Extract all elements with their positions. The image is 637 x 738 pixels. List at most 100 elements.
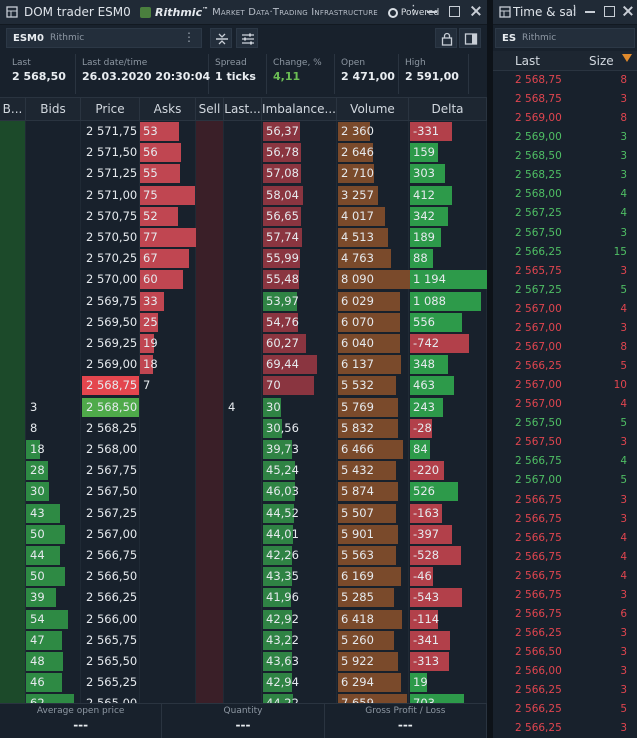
column-header-last[interactable]: Last... — [224, 98, 262, 120]
trade-row[interactable]: 2 567,50 3 — [493, 224, 637, 243]
bid-size[interactable]: 54 — [30, 611, 45, 626]
trade-row[interactable]: 2 566,25 3 — [493, 719, 637, 738]
trade-row[interactable]: 2 566,75 3 — [493, 510, 637, 529]
column-header-b[interactable]: B... — [0, 98, 26, 120]
ladder-row[interactable]: 50 2 566,50 43,35 6 169 -46 — [0, 566, 487, 587]
ts-close-icon[interactable] — [621, 4, 635, 18]
ladder-row[interactable]: 48 2 565,50 43,63 5 922 -313 — [0, 651, 487, 672]
price-level[interactable]: 2 570,00 — [86, 272, 138, 287]
ts-more-menu-icon[interactable] — [564, 3, 581, 18]
bid-size[interactable]: 48 — [30, 654, 45, 668]
price-level[interactable]: 2 565,25 — [86, 675, 138, 690]
trade-row[interactable]: 2 566,00 3 — [493, 662, 637, 681]
center-price-button[interactable] — [210, 28, 232, 48]
column-header-price[interactable]: Price — [81, 98, 140, 120]
column-header-bids[interactable]: Bids — [26, 98, 81, 120]
price-level[interactable]: 2 566,50 — [86, 569, 138, 584]
minimize-icon[interactable] — [425, 4, 439, 18]
ask-size[interactable]: 19 — [143, 336, 158, 350]
trade-row[interactable]: 2 566,25 5 — [493, 700, 637, 719]
ts-symbol-selector[interactable]: ES Rithmic — [495, 28, 635, 48]
ladder-row[interactable]: 2 569,50 25 54,76 6 070 556 — [0, 312, 487, 333]
ladder-row[interactable]: 28 2 567,75 45,24 5 432 -220 — [0, 460, 487, 481]
trade-row[interactable]: 2 567,00 5 — [493, 471, 637, 490]
price-level[interactable]: 2 571,50 — [86, 145, 138, 160]
trade-row[interactable]: 2 566,50 3 — [493, 643, 637, 662]
ask-size[interactable]: 67 — [143, 251, 158, 266]
price-level[interactable]: 2 566,00 — [86, 611, 138, 626]
bid-size[interactable]: 30 — [30, 484, 45, 499]
ask-size[interactable]: 56 — [143, 145, 158, 160]
bid-size[interactable]: 43 — [30, 505, 45, 520]
price-level[interactable]: 2 567,00 — [86, 526, 138, 541]
bid-size[interactable]: 44 — [30, 548, 45, 562]
filter-icon[interactable] — [622, 54, 632, 62]
trade-row[interactable]: 2 566,75 4 — [493, 452, 637, 471]
ts-header-last[interactable]: Last — [515, 54, 540, 68]
ladder-row[interactable]: 50 2 567,00 44,01 5 901 -397 — [0, 524, 487, 545]
dom-titlebar[interactable]: DOM trader ESM0 Rithmic™ Market Data·Tra… — [0, 0, 487, 25]
ts-trades-list[interactable]: 2 568,75 8 2 568,75 3 2 569,00 8 2 569,00 3 2 56… — [493, 71, 637, 738]
trade-row[interactable]: 2 567,25 5 — [493, 281, 637, 300]
ask-size[interactable]: 55 — [143, 166, 158, 181]
ladder-row[interactable]: 46 2 565,25 42,94 6 294 19 — [0, 672, 487, 693]
trade-row[interactable]: 2 566,75 6 — [493, 605, 637, 624]
settings-columns-button[interactable] — [236, 28, 258, 48]
bid-size[interactable]: 28 — [30, 463, 45, 478]
ask-size[interactable]: 77 — [143, 230, 158, 244]
ask-size[interactable]: 52 — [143, 208, 158, 223]
trade-row[interactable]: 2 566,75 4 — [493, 529, 637, 548]
trade-row[interactable]: 2 566,75 3 — [493, 491, 637, 510]
ladder-row[interactable]: 2 569,25 19 60,27 6 040 -742 — [0, 333, 487, 354]
price-level[interactable]: 2 569,00 — [86, 357, 138, 372]
price-level[interactable]: 2 570,25 — [86, 251, 138, 266]
ladder-row[interactable]: 18 2 568,00 39,73 6 466 84 — [0, 439, 487, 460]
symbol-selector[interactable]: ESM0 Rithmic ⋮ — [6, 28, 202, 48]
bid-size[interactable]: 18 — [30, 442, 45, 456]
ladder-row[interactable]: 8 2 568,25 30,56 5 832 -28 — [0, 418, 487, 439]
trade-row[interactable]: 2 566,75 4 — [493, 548, 637, 567]
ladder-row[interactable]: 2 571,75 53 56,37 2 360 -331 — [0, 121, 487, 142]
ladder-row[interactable]: 43 2 567,25 44,52 5 507 -163 — [0, 503, 487, 524]
column-header-imb[interactable]: Imbalance... — [262, 98, 337, 120]
ladder-row[interactable]: 2 569,00 18 69,44 6 137 348 — [0, 354, 487, 375]
price-level[interactable]: 2 568,50 — [86, 399, 138, 414]
price-level[interactable]: 2 567,25 — [86, 505, 138, 520]
ts-maximize-icon[interactable] — [602, 4, 616, 18]
column-header-vol[interactable]: Volume — [337, 98, 409, 120]
price-level[interactable]: 2 571,25 — [86, 166, 138, 181]
trade-row[interactable]: 2 567,50 5 — [493, 414, 637, 433]
ladder-row[interactable]: 2 571,25 55 57,08 2 710 303 — [0, 163, 487, 184]
column-header-delta[interactable]: Delta — [409, 98, 487, 120]
ts-titlebar[interactable]: Time & sales — [493, 0, 637, 25]
ladder-row[interactable]: 47 2 565,75 43,22 5 260 -341 — [0, 630, 487, 651]
ask-size[interactable]: 33 — [143, 293, 158, 308]
trade-row[interactable]: 2 568,75 8 — [493, 71, 637, 90]
trade-row[interactable]: 2 565,75 3 — [493, 262, 637, 281]
price-level[interactable]: 2 569,75 — [86, 293, 138, 308]
trade-row[interactable]: 2 566,75 3 — [493, 586, 637, 605]
maximize-icon[interactable] — [447, 4, 461, 18]
bid-size[interactable]: 50 — [30, 569, 45, 584]
panel-toggle-button[interactable] — [459, 28, 481, 48]
trade-row[interactable]: 2 567,00 10 — [493, 376, 637, 395]
ladder-row[interactable]: 2 571,00 75 58,04 3 257 412 — [0, 185, 487, 206]
trade-row[interactable]: 2 566,25 15 — [493, 243, 637, 262]
price-level[interactable]: 2 566,75 — [86, 548, 138, 562]
ladder-row[interactable]: 62 2 565,00 44,22 7 659 703 — [0, 693, 487, 703]
ask-size[interactable]: 60 — [143, 272, 158, 287]
price-level[interactable]: 2 568,25 — [86, 420, 138, 435]
trade-row[interactable]: 2 567,00 4 — [493, 395, 637, 414]
price-level[interactable]: 2 567,75 — [86, 463, 138, 478]
trade-row[interactable]: 2 568,25 3 — [493, 166, 637, 185]
ts-minimize-icon[interactable] — [583, 4, 597, 18]
more-menu-icon[interactable] — [403, 3, 420, 18]
ask-size[interactable]: 75 — [143, 187, 158, 202]
dom-ladder[interactable]: 2 571,75 53 56,37 2 360 -331 2 571,50 56 56,78 2… — [0, 121, 487, 703]
ladder-row[interactable]: 2 570,00 60 55,48 8 090 1 194 — [0, 269, 487, 290]
ladder-row[interactable]: 2 569,75 33 53,97 6 029 1 088 — [0, 291, 487, 312]
trade-row[interactable]: 2 566,75 4 — [493, 567, 637, 586]
trade-row[interactable]: 2 567,00 3 — [493, 319, 637, 338]
ladder-row[interactable]: 54 2 566,00 42,92 6 418 -114 — [0, 609, 487, 630]
column-header-sell[interactable]: Sell — [196, 98, 224, 120]
